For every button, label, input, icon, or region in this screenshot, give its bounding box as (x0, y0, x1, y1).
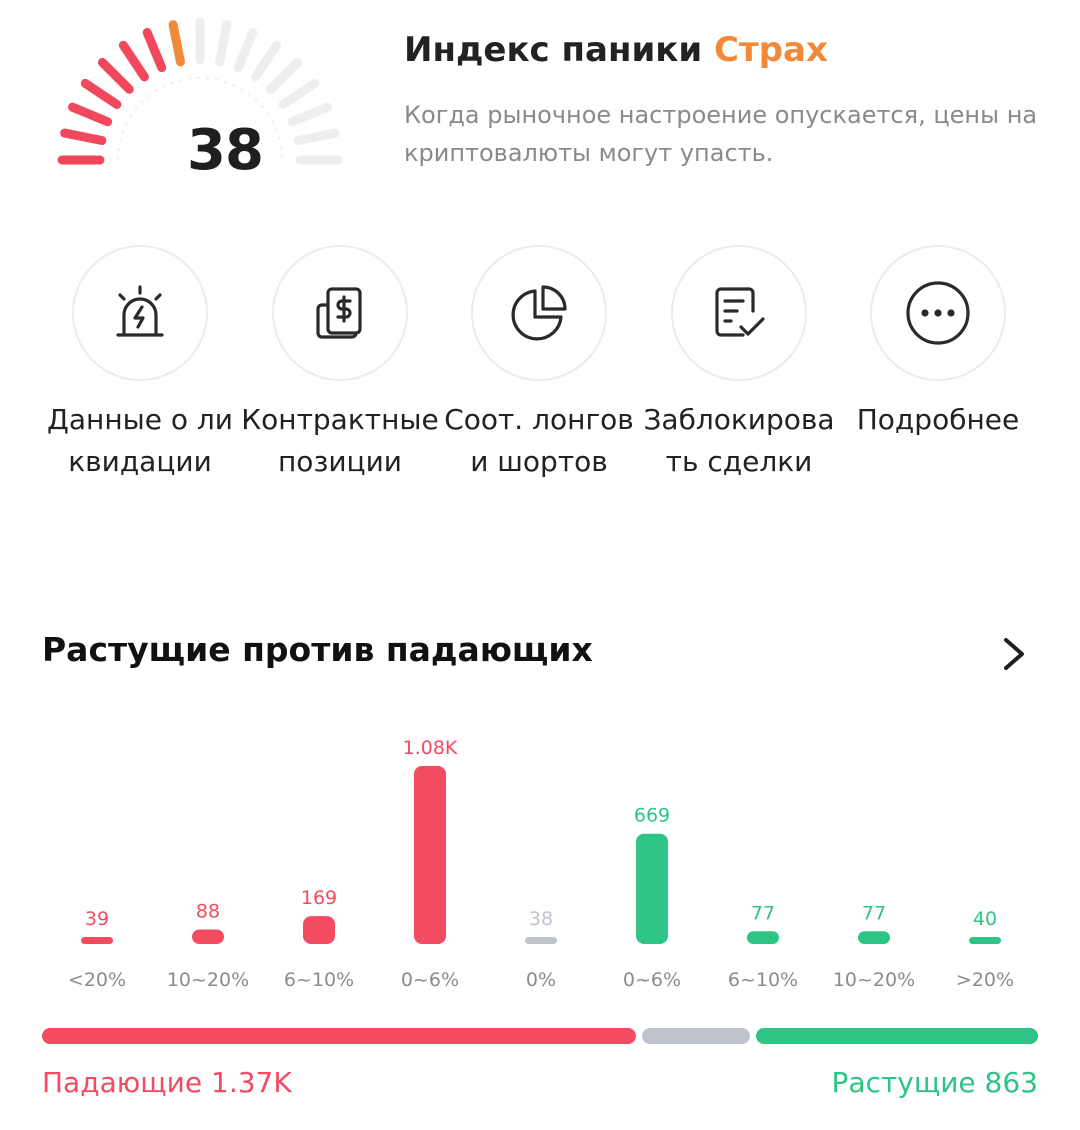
gauge-tick (142, 28, 167, 73)
gauge-tick (215, 20, 232, 67)
shortcut-more-circle (870, 245, 1006, 381)
flat-progress-bar (641, 1028, 750, 1044)
rise-total-label: Растущие 863 (831, 1066, 1038, 1099)
bar-value-label: 1.08K (403, 737, 458, 759)
bar-value-label: 39 (85, 908, 109, 930)
rise-fall-title[interactable]: Растущие против падающих (42, 630, 593, 669)
shortcut-row: Данные о ликвидации Контрактные позиции (40, 245, 1040, 545)
chart-bar (969, 937, 1001, 944)
bar-category-label: 0% (526, 969, 556, 991)
bar-category-label: 10~20% (167, 969, 249, 991)
shortcut-long-short-ratio-label: Соот. лонгов и шортов (444, 403, 634, 478)
rise-fall-chart: 39 <20% 88 10~20% 169 6~10% 1.08K 0~6% 38 0% 669 0~… (68, 737, 1014, 991)
bar-value-label: 169 (301, 887, 337, 909)
gauge-tick (266, 57, 303, 94)
bar-value-label: 77 (751, 902, 775, 924)
fear-greed-description: Когда рыночное настроение опускается, це… (404, 101, 1038, 167)
gauge-tick (68, 102, 113, 127)
gauge-tick (80, 78, 122, 109)
shortcut-liquidation[interactable]: Данные о ликвидации (40, 245, 240, 483)
fear-greed-value: 38 (187, 118, 264, 183)
chart-bar (858, 931, 890, 944)
bar-category-label: 0~6% (623, 969, 681, 991)
bar-category-label: 10~20% (833, 969, 915, 991)
shortcut-long-short-ratio-circle (471, 245, 607, 381)
more-dots-icon (906, 281, 970, 345)
chart-bar (525, 937, 557, 944)
dollar-document-icon (316, 287, 362, 339)
fear-greed-title-text: Индекс паники (404, 30, 703, 70)
bar-category-label: 6~10% (728, 969, 798, 991)
chart-bar (747, 931, 779, 944)
gauge-tick (251, 40, 282, 82)
gauge-tick (293, 128, 340, 145)
bar-category-label: 0~6% (401, 969, 459, 991)
shortcut-liquidation-label: Данные о ликвидации (46, 403, 233, 478)
bar-category-label: <20% (68, 969, 126, 991)
shortcut-block-trades-label: Заблокировать сделки (643, 403, 835, 478)
bar-value-label: 40 (973, 908, 997, 930)
gauge-inner-arc (117, 77, 283, 161)
shortcut-contract-positions[interactable]: Контрактные позиции (240, 245, 440, 483)
gauge-tick (60, 128, 107, 145)
shortcut-liquidation-circle (72, 245, 208, 381)
bar-category-label: >20% (956, 969, 1014, 991)
shortcut-more-label: Подробнее (856, 403, 1020, 436)
bar-value-label: 669 (634, 805, 670, 827)
gauge-tick (118, 40, 149, 82)
fear-greed-gauge[interactable]: 38 (30, 10, 370, 183)
fear-greed-title[interactable]: Индекс паники Страх (404, 30, 828, 70)
rise-progress-bar (755, 1028, 1038, 1044)
shortcut-block-trades-circle (671, 245, 807, 381)
bar-value-label: 77 (862, 902, 886, 924)
gauge-tick (97, 57, 134, 94)
shortcut-long-short-ratio[interactable]: Соот. лонгов и шортов (439, 245, 639, 483)
fear-greed-status: Страх (714, 30, 828, 70)
chart-bar (81, 937, 113, 944)
shortcut-more[interactable]: Подробнее (838, 245, 1038, 441)
chevron-right-icon[interactable] (996, 634, 1032, 674)
checklist-icon (715, 287, 765, 337)
bar-category-label: 6~10% (284, 969, 354, 991)
fall-total-label: Падающие 1.37K (42, 1066, 292, 1099)
shortcut-contract-positions-label: Контрактные позиции (241, 403, 439, 478)
gauge-tick (287, 102, 332, 127)
bar-value-label: 88 (196, 900, 220, 922)
pie-chart-icon (511, 285, 567, 341)
shortcut-block-trades[interactable]: Заблокировать сделки (639, 245, 839, 483)
gauge-ticks (57, 17, 343, 165)
gauge-tick (233, 28, 258, 73)
chart-bar (192, 929, 224, 944)
gauge-tick (278, 78, 320, 109)
bar-value-label: 38 (529, 908, 553, 930)
gauge-tick (168, 20, 185, 67)
fall-progress-bar (42, 1028, 636, 1044)
alarm-siren-icon (116, 285, 164, 337)
shortcut-contract-positions-circle (272, 245, 408, 381)
chart-bar (303, 916, 335, 944)
chart-bar (414, 766, 446, 944)
chart-bar (636, 833, 668, 944)
